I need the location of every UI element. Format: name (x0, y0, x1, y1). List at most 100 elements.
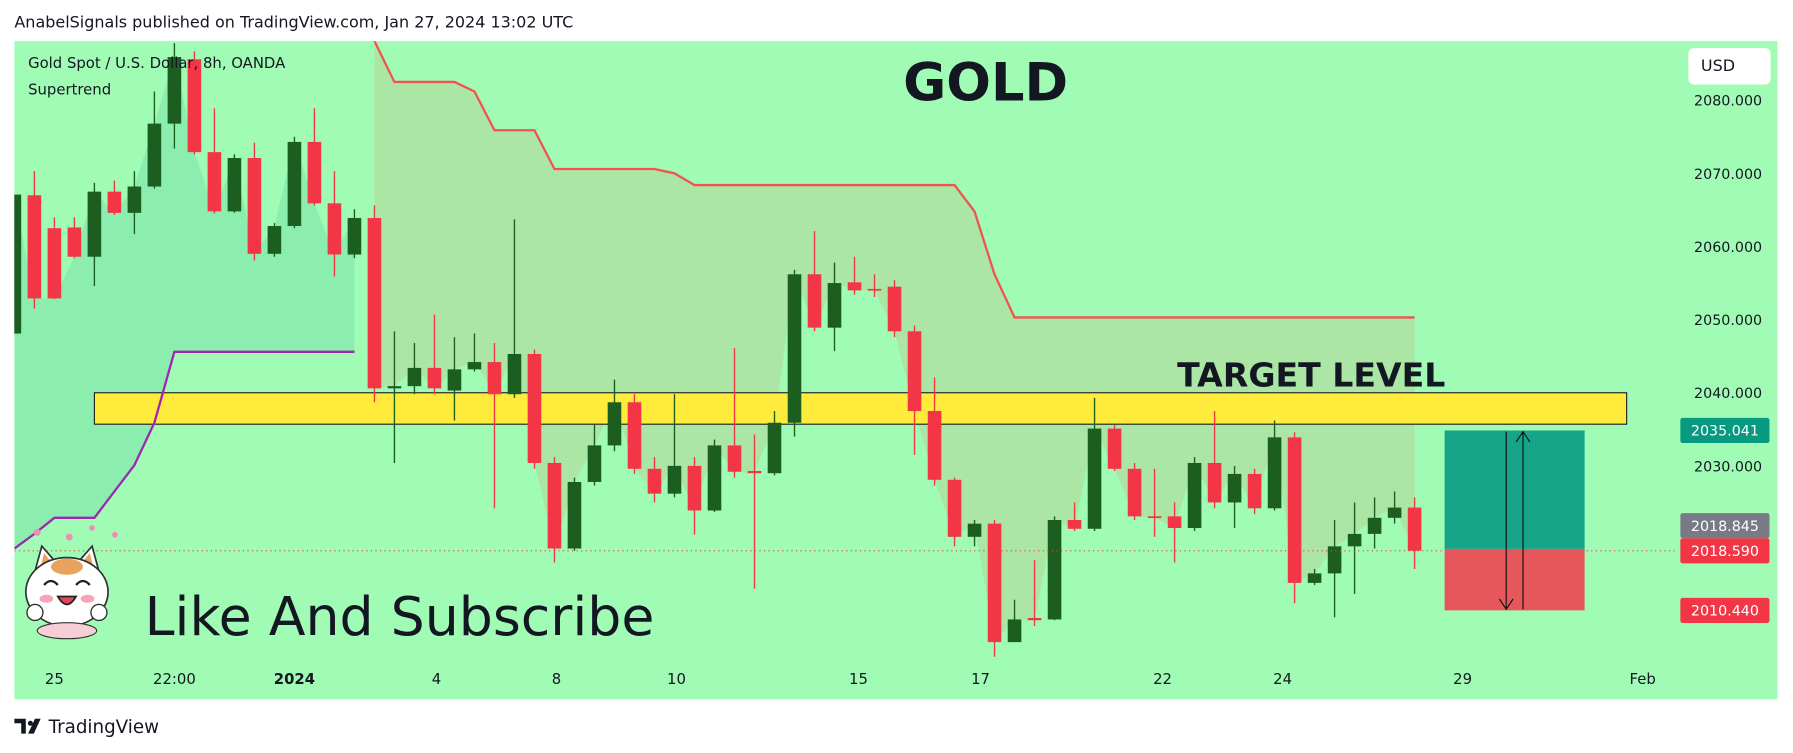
subscribe-annotation: Like And Subscribe (145, 585, 655, 648)
price-label: 2035.041 (1691, 424, 1759, 440)
candle-body (1327, 546, 1342, 574)
x-tick-label: 4 (432, 670, 441, 688)
candle-body (1047, 520, 1062, 620)
candle-body (1247, 473, 1262, 509)
arrow-head (1498, 598, 1514, 611)
candle-body (927, 411, 942, 480)
candle-body (1187, 462, 1202, 529)
footer-brand: TradingView (48, 717, 159, 738)
candle-body (567, 481, 582, 549)
candle-body (707, 445, 722, 511)
candle-body (267, 226, 282, 254)
price-label: 2018.590 (1691, 544, 1759, 560)
candle-body (1067, 520, 1082, 529)
candle-body (507, 353, 522, 395)
candle-body (387, 386, 402, 389)
price-label-box (1680, 597, 1770, 623)
candle-body (1287, 437, 1302, 583)
candle-body (207, 152, 222, 212)
candle-body (107, 191, 122, 213)
candle-body (1027, 618, 1042, 621)
x-tick-label: 22:00 (153, 670, 196, 688)
candle-body (827, 283, 842, 328)
candle-body (647, 468, 662, 494)
supertrend-fill (14, 57, 355, 549)
candle-body (1307, 573, 1322, 583)
candle-body (1007, 619, 1022, 643)
candle-body (467, 362, 482, 370)
candle-body (1407, 507, 1422, 551)
candle-body (14, 194, 22, 334)
candle-body (727, 445, 742, 472)
candle-body (887, 286, 902, 332)
candle-body (527, 353, 542, 463)
candle-body (187, 59, 202, 153)
candle-body (27, 195, 42, 299)
x-tick-label: 15 (849, 670, 868, 688)
symbol-legend: Gold Spot / U.S. Dollar, 8h, OANDA (28, 54, 286, 72)
arrow-head (1515, 430, 1531, 443)
candle-body (767, 422, 782, 474)
candle-body (147, 123, 162, 187)
candle-body (847, 282, 862, 291)
price-label-box (1680, 513, 1770, 539)
candle-body (407, 367, 422, 387)
candle-body (427, 367, 442, 389)
x-tick-label: 8 (552, 670, 561, 688)
candle-body (1367, 517, 1382, 534)
candle-body (747, 471, 762, 474)
y-tick-label: 2070.000 (1694, 167, 1762, 183)
candle-body (547, 462, 562, 549)
x-tick-label: 25 (45, 670, 64, 688)
y-tick-label: 2060.000 (1694, 240, 1762, 256)
candle-body (247, 158, 262, 254)
candle-body (287, 141, 302, 227)
candle-body (1347, 533, 1362, 547)
publish-header: AnabelSignals published on TradingView.c… (14, 12, 573, 31)
loss-zone (1444, 548, 1585, 611)
candle-body (787, 274, 802, 423)
candle-body (67, 227, 82, 257)
indicator-legend: Supertrend (28, 80, 111, 98)
candle-body (1147, 516, 1162, 519)
candle-body (167, 57, 182, 124)
supertrend-line (373, 41, 1415, 319)
candle-body (307, 141, 322, 204)
candle-body (907, 331, 922, 412)
x-tick-label: 29 (1453, 670, 1472, 688)
price-label-box (1680, 538, 1770, 564)
candle-body (967, 523, 982, 537)
candle-body (327, 203, 342, 255)
y-tick-label: 2040.000 (1694, 386, 1762, 402)
candle-body (607, 402, 622, 446)
candle-body (1167, 516, 1182, 529)
candle-body (367, 217, 382, 389)
x-tick-label: 24 (1273, 670, 1292, 688)
y-tick-label: 2030.000 (1694, 459, 1762, 475)
price-label-box (1680, 417, 1770, 444)
x-tick-label: Feb (1629, 670, 1655, 688)
currency-button[interactable] (1688, 47, 1771, 85)
y-tick-label: 2050.000 (1694, 313, 1762, 329)
candle-body (987, 523, 1002, 643)
candle-body (347, 217, 362, 255)
candle-body (227, 158, 242, 212)
overlay: 2080.000 2070.000 2060.000 2050.000 2040.000… (45, 94, 1770, 688)
candle-body (1267, 437, 1282, 509)
y-tick-label: 2080.000 (1694, 94, 1762, 110)
candle-body (867, 288, 882, 291)
price-label: 2010.440 (1691, 604, 1759, 620)
candle-body (687, 465, 702, 511)
candle-body (127, 186, 142, 213)
candle-body (447, 369, 462, 391)
candle-body (627, 402, 642, 469)
candle-body (1127, 468, 1142, 517)
x-tick-label: 17 (971, 670, 990, 688)
candle-body (667, 465, 682, 494)
profit-zone (1444, 430, 1585, 549)
candle-body (1227, 473, 1242, 503)
currency-label[interactable]: USD (1701, 56, 1735, 75)
candle-body (807, 274, 822, 328)
x-tick-label: 10 (667, 670, 686, 688)
candle-body (87, 191, 102, 257)
